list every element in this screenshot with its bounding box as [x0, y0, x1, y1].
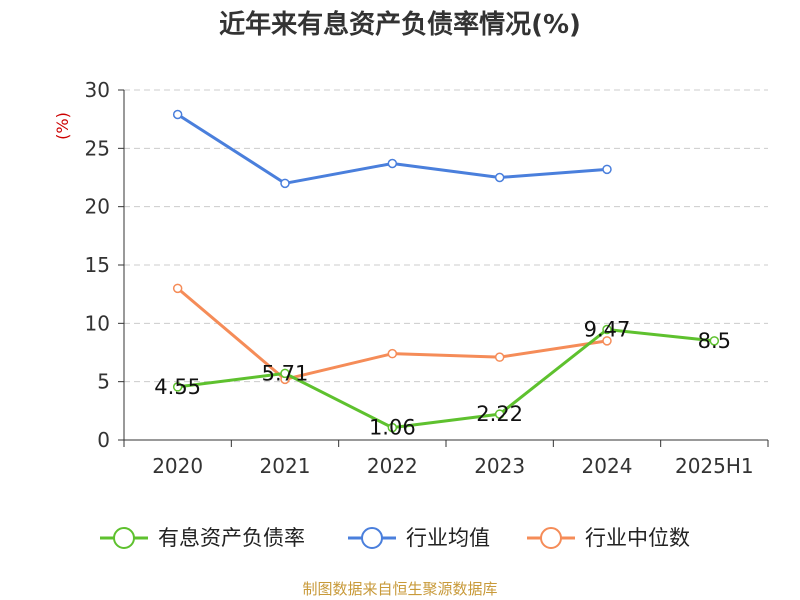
data-point — [172, 382, 183, 392]
data-point — [172, 283, 183, 294]
y-tick-label: 10 — [85, 311, 110, 335]
legend-item: 有息资产负债率 — [100, 526, 305, 550]
y-tick-label: 25 — [85, 136, 110, 160]
data-point — [387, 422, 398, 433]
grid-lines — [124, 89, 768, 383]
data-point — [494, 172, 505, 183]
y-axis-label: (%) — [53, 112, 72, 140]
data-point — [387, 158, 398, 169]
chart-title: 近年来有息资产负债率情况(%) — [219, 9, 581, 40]
x-tick-label: 2022 — [367, 454, 418, 478]
x-tick-label: 2023 — [474, 454, 525, 478]
legend-label: 行业中位数 — [585, 526, 690, 550]
data-point — [387, 348, 398, 359]
axes: 0 5 10 15 20 25 30 2020 2021 2022 2023 2024 2025H1 — [85, 78, 769, 478]
source-note: 制图数据来自恒生聚源数据库 — [302, 580, 497, 598]
legend-item: 行业中位数 — [527, 526, 690, 550]
data-point — [602, 324, 612, 335]
data-point — [602, 164, 612, 175]
y-tick-label: 15 — [85, 253, 110, 277]
series-line — [176, 287, 608, 381]
data-label: 5.71 — [262, 361, 309, 385]
data-label: 2.22 — [476, 402, 523, 426]
y-tick-label: 20 — [85, 195, 110, 219]
y-tick-label: 5 — [97, 370, 110, 394]
legend-marker — [540, 527, 562, 549]
data-labels: 4.55 5.71 1.06 2.22 9.47 8.5 — [154, 318, 731, 440]
legend: 有息资产负债率 行业均值 行业中位数 — [100, 526, 690, 550]
data-point — [280, 178, 290, 189]
x-tick-label: 2025H1 — [675, 454, 754, 478]
data-label: 9.47 — [584, 318, 631, 342]
y-tick-label: 0 — [97, 428, 110, 452]
data-label: 8.5 — [698, 329, 731, 353]
x-tick-label: 2024 — [582, 454, 633, 478]
series-line — [176, 113, 608, 185]
series-line — [177, 328, 715, 430]
legend-label: 行业均值 — [406, 526, 490, 550]
data-point — [172, 109, 183, 120]
data-point — [494, 352, 505, 362]
legend-label: 有息资产负债率 — [158, 526, 305, 550]
data-point — [602, 336, 612, 346]
legend-marker — [113, 527, 135, 549]
data-point — [280, 368, 290, 379]
data-point — [494, 409, 505, 419]
x-tick-label: 2020 — [152, 454, 203, 478]
y-tick-label: 30 — [85, 78, 110, 102]
data-label: 4.55 — [154, 375, 201, 399]
data-label: 1.06 — [369, 416, 416, 440]
legend-item: 行业均值 — [348, 526, 490, 550]
legend-marker — [361, 527, 383, 549]
data-point — [709, 336, 720, 346]
x-tick-label: 2021 — [260, 454, 311, 478]
series-lines — [172, 109, 720, 433]
